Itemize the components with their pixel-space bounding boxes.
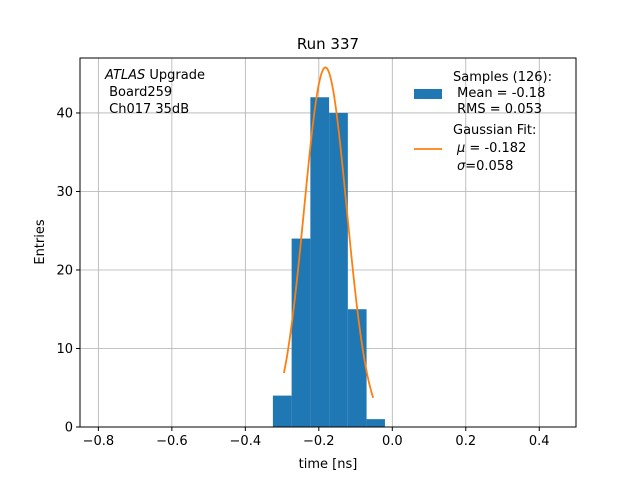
histogram-bar (329, 112, 348, 427)
plot-frame (79, 57, 577, 428)
y-tick-label: 40 (56, 106, 73, 121)
y-axis-label: Entries (33, 219, 48, 265)
legend-histogram-rms: RMS = 0.053 (453, 102, 542, 117)
x-axis-label: time [ns] (299, 457, 358, 472)
annotation-atlas: ATLAS (104, 68, 145, 83)
legend-fit-name: Gaussian Fit: (453, 123, 536, 138)
legend-histogram-mean: Mean = -0.18 (453, 86, 545, 101)
x-tick-label: 0.0 (382, 434, 403, 449)
x-tick-label: −0.4 (230, 434, 262, 449)
annotation-line-2: Board259 (105, 85, 172, 100)
legend-histogram-swatch (414, 89, 442, 99)
histogram-bar (347, 309, 367, 427)
y-tick-label: 20 (56, 263, 73, 278)
histogram-bar (291, 238, 311, 427)
x-tick-label: −0.6 (156, 434, 188, 449)
x-axis-ticks: −0.8 −0.6 −0.4 −0.2 0.0 0.2 0.4 (83, 427, 550, 449)
legend-fit-mu-symbol: μ (456, 141, 465, 156)
x-tick-label: 0.4 (529, 434, 550, 449)
legend-histogram-name: Samples (126): (453, 70, 552, 85)
legend-fit-mu: μ = -0.182 (456, 141, 526, 156)
legend: Samples (126): Mean = -0.18 RMS = 0.053 … (414, 70, 552, 174)
y-tick-label: 0 (65, 421, 73, 436)
y-axis-ticks: 0 10 20 30 40 (56, 106, 80, 436)
x-tick-label: −0.2 (303, 434, 335, 449)
annotation-line-1: ATLAS Upgrade (104, 68, 205, 83)
x-tick-label: −0.8 (83, 434, 115, 449)
x-tick-label: 0.2 (455, 434, 476, 449)
y-tick-label: 10 (56, 342, 73, 357)
legend-fit-sigma-value: =0.058 (465, 159, 513, 174)
annotation-line-3: Ch017 35dB (105, 102, 189, 117)
atlas-annotation: ATLAS Upgrade Board259 Ch017 35dB (104, 68, 205, 117)
legend-fit-mu-value: = -0.182 (465, 141, 526, 156)
annotation-upgrade: Upgrade (145, 68, 205, 83)
legend-fit-sigma-symbol: σ (457, 159, 466, 174)
histogram-bar (310, 97, 330, 428)
gaussian-fit-curve (283, 66, 375, 399)
chart-title: Run 337 (297, 35, 359, 53)
legend-fit-sigma: σ=0.058 (457, 159, 513, 174)
y-tick-label: 30 (56, 185, 73, 200)
histogram-bar (272, 395, 292, 427)
histogram-bars (272, 97, 385, 428)
histogram-bar (366, 419, 385, 427)
